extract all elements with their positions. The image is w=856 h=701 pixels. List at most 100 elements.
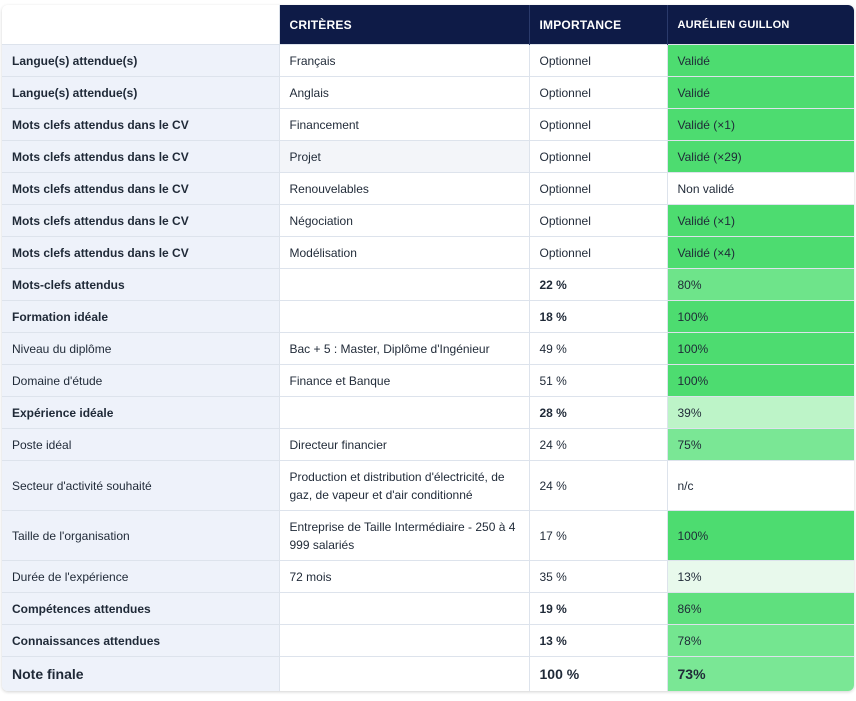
criterion-value: Finance et Banque <box>279 364 530 397</box>
candidate-result: Validé (×1) <box>667 108 854 141</box>
criterion-value: Financement <box>279 108 530 141</box>
candidate-result: 75% <box>667 428 854 461</box>
candidate-result: Validé (×29) <box>667 140 854 173</box>
criterion-label: Langue(s) attendue(s) <box>2 76 280 109</box>
final-score-result: 73% <box>667 656 854 691</box>
header-blank-cell <box>2 5 280 45</box>
table-row: Langue(s) attendue(s) Anglais Optionnel … <box>2 76 854 109</box>
header-importance: IMPORTANCE <box>529 5 668 45</box>
criterion-label: Mots clefs attendus dans le CV <box>2 172 280 205</box>
table-row: Mots clefs attendus dans le CV Renouvela… <box>2 172 854 205</box>
importance-value: Optionnel <box>529 140 668 173</box>
criterion-label: Mots clefs attendus dans le CV <box>2 108 280 141</box>
candidate-result: 100% <box>667 364 854 397</box>
criterion-label: Langue(s) attendue(s) <box>2 44 280 77</box>
candidate-result: Validé <box>667 76 854 109</box>
importance-value: 13 % <box>529 624 668 657</box>
table-row: Connaissances attendues 13 % 78% <box>2 624 854 657</box>
criterion-label: Durée de l'expérience <box>2 560 280 593</box>
table-row: Formation idéale 18 % 100% <box>2 300 854 333</box>
table-row: Mots-clefs attendus 22 % 80% <box>2 268 854 301</box>
table-row: Niveau du diplôme Bac + 5 : Master, Dipl… <box>2 332 854 365</box>
importance-value: 35 % <box>529 560 668 593</box>
candidate-result: 13% <box>667 560 854 593</box>
criterion-value <box>279 268 530 301</box>
candidate-result: 78% <box>667 624 854 657</box>
criterion-value: Anglais <box>279 76 530 109</box>
final-score-row: Note finale 100 % 73% <box>2 656 854 691</box>
table-row: Mots clefs attendus dans le CV Négociati… <box>2 204 854 237</box>
table-row: Poste idéal Directeur financier 24 % 75% <box>2 428 854 461</box>
candidate-result: Validé (×1) <box>667 204 854 237</box>
candidate-result: 39% <box>667 396 854 429</box>
criterion-value: Production et distribution d'électricité… <box>279 460 530 511</box>
criterion-value: Modélisation <box>279 236 530 269</box>
table-row: Langue(s) attendue(s) Français Optionnel… <box>2 44 854 77</box>
criterion-label: Connaissances attendues <box>2 624 280 657</box>
importance-value: Optionnel <box>529 44 668 77</box>
candidate-result: Validé (×4) <box>667 236 854 269</box>
criterion-label: Mots clefs attendus dans le CV <box>2 204 280 237</box>
importance-value: Optionnel <box>529 108 668 141</box>
criterion-value: Français <box>279 44 530 77</box>
candidate-result: Non validé <box>667 172 854 205</box>
criterion-value <box>279 656 530 691</box>
importance-value: Optionnel <box>529 204 668 237</box>
criterion-label: Domaine d'étude <box>2 364 280 397</box>
importance-value: 51 % <box>529 364 668 397</box>
candidate-result: 86% <box>667 592 854 625</box>
criterion-value: Directeur financier <box>279 428 530 461</box>
candidate-result: 100% <box>667 300 854 333</box>
table-row: Mots clefs attendus dans le CV Projet Op… <box>2 140 854 173</box>
importance-value: 49 % <box>529 332 668 365</box>
table-row: Secteur d'activité souhaité Production e… <box>2 460 854 511</box>
evaluation-table: CRITÈRES IMPORTANCE AURÉLIEN GUILLON Lan… <box>2 5 854 691</box>
table-row: Expérience idéale 28 % 39% <box>2 396 854 429</box>
importance-value: 17 % <box>529 510 668 561</box>
importance-value: 22 % <box>529 268 668 301</box>
criterion-label: Compétences attendues <box>2 592 280 625</box>
criterion-value: Projet <box>279 140 530 173</box>
candidate-result: n/c <box>667 460 854 511</box>
header-candidate: AURÉLIEN GUILLON <box>667 5 854 45</box>
criterion-value: Bac + 5 : Master, Diplôme d'Ingénieur <box>279 332 530 365</box>
criterion-value: Entreprise de Taille Intermédiaire - 250… <box>279 510 530 561</box>
candidate-result: 100% <box>667 332 854 365</box>
criterion-label: Expérience idéale <box>2 396 280 429</box>
importance-value: Optionnel <box>529 172 668 205</box>
table-header-row: CRITÈRES IMPORTANCE AURÉLIEN GUILLON <box>2 5 854 45</box>
criterion-value <box>279 624 530 657</box>
candidate-result: 80% <box>667 268 854 301</box>
importance-value: 24 % <box>529 460 668 511</box>
importance-value: 19 % <box>529 592 668 625</box>
evaluation-table-card: CRITÈRES IMPORTANCE AURÉLIEN GUILLON Lan… <box>2 5 854 691</box>
criterion-label: Poste idéal <box>2 428 280 461</box>
candidate-result: 100% <box>667 510 854 561</box>
candidate-result: Validé <box>667 44 854 77</box>
importance-value: 24 % <box>529 428 668 461</box>
criterion-label: Mots clefs attendus dans le CV <box>2 236 280 269</box>
final-importance-value: 100 % <box>529 656 668 691</box>
table-row: Domaine d'étude Finance et Banque 51 % 1… <box>2 364 854 397</box>
table-row: Durée de l'expérience 72 mois 35 % 13% <box>2 560 854 593</box>
criterion-label: Secteur d'activité souhaité <box>2 460 280 511</box>
table-row: Compétences attendues 19 % 86% <box>2 592 854 625</box>
criterion-value: Négociation <box>279 204 530 237</box>
criterion-label: Niveau du diplôme <box>2 332 280 365</box>
importance-value: 18 % <box>529 300 668 333</box>
criterion-value: Renouvelables <box>279 172 530 205</box>
criterion-value <box>279 592 530 625</box>
importance-value: Optionnel <box>529 76 668 109</box>
final-score-label: Note finale <box>2 656 280 691</box>
table-row: Taille de l'organisation Entreprise de T… <box>2 510 854 561</box>
criterion-label: Taille de l'organisation <box>2 510 280 561</box>
table-row: Mots clefs attendus dans le CV Modélisat… <box>2 236 854 269</box>
criterion-value <box>279 396 530 429</box>
criterion-label: Mots-clefs attendus <box>2 268 280 301</box>
header-criteria: CRITÈRES <box>279 5 530 45</box>
importance-value: 28 % <box>529 396 668 429</box>
importance-value: Optionnel <box>529 236 668 269</box>
criterion-label: Formation idéale <box>2 300 280 333</box>
table-row: Mots clefs attendus dans le CV Financeme… <box>2 108 854 141</box>
criterion-label: Mots clefs attendus dans le CV <box>2 140 280 173</box>
